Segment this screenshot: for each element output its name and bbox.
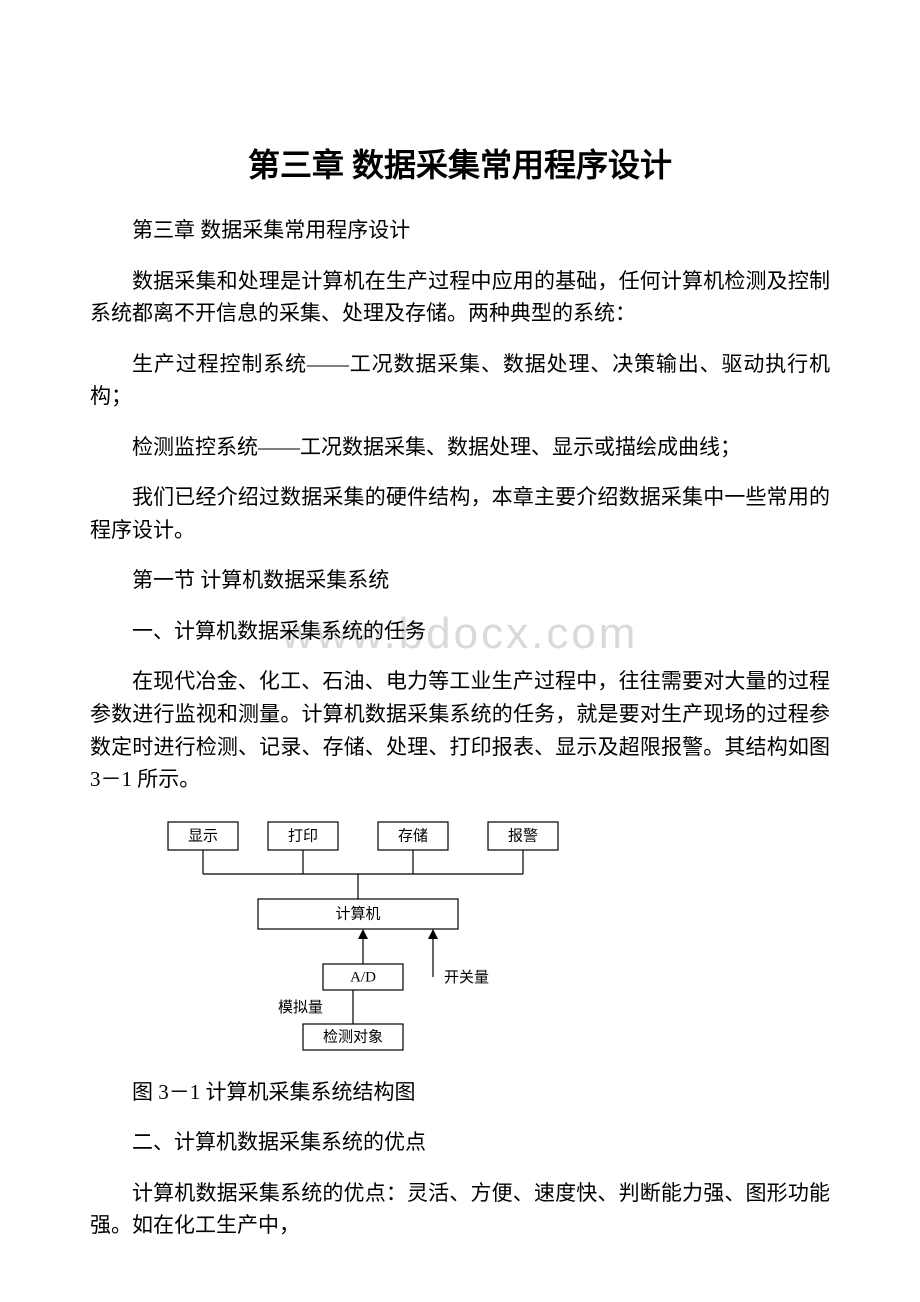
body-paragraph: 在现代冶金、化工、石油、电力等工业生产过程中，往往需要对大量的过程参数进行监视和…	[90, 665, 830, 795]
node-alarm-label: 报警	[508, 827, 538, 844]
node-print-label: 打印	[288, 827, 318, 844]
section-heading: 第一节 计算机数据采集系统	[90, 564, 830, 597]
node-display-label: 显示	[188, 828, 218, 844]
body-paragraph: 计算机数据采集系统的优点：灵活、方便、速度快、判断能力强、图形功能强。如在化工生…	[90, 1177, 830, 1242]
subsection-heading: 一、计算机数据采集系统的任务	[90, 615, 830, 648]
node-storage-label: 存储	[398, 827, 428, 844]
node-target-label: 检测对象	[323, 1028, 383, 1045]
body-paragraph: 我们已经介绍过数据采集的硬件结构，本章主要介绍数据采集中一些常用的程序设计。	[90, 481, 830, 546]
page-title: 第三章 数据采集常用程序设计	[90, 140, 830, 186]
figure-caption: 图 3－1 计算机采集系统结构图	[90, 1076, 830, 1109]
system-structure-diagram: 显示 打印 存储 报警 计算机 A/D	[148, 814, 830, 1062]
label-switch: 开关量	[444, 969, 489, 986]
body-paragraph: 数据采集和处理是计算机在生产过程中应用的基础，任何计算机检测及控制系统都离不开信…	[90, 265, 830, 330]
node-ad-label: A/D	[350, 969, 376, 985]
subtitle-paragraph: 第三章 数据采集常用程序设计	[90, 214, 830, 247]
node-computer-label: 计算机	[335, 904, 380, 922]
body-paragraph: 检测监控系统——工况数据采集、数据处理、显示或描绘成曲线；	[90, 431, 830, 464]
label-analog: 模拟量	[278, 999, 323, 1016]
body-paragraph: 生产过程控制系统——工况数据采集、数据处理、决策输出、驱动执行机构；	[90, 348, 830, 413]
subsection-heading: 二、计算机数据采集系统的优点	[90, 1126, 830, 1159]
